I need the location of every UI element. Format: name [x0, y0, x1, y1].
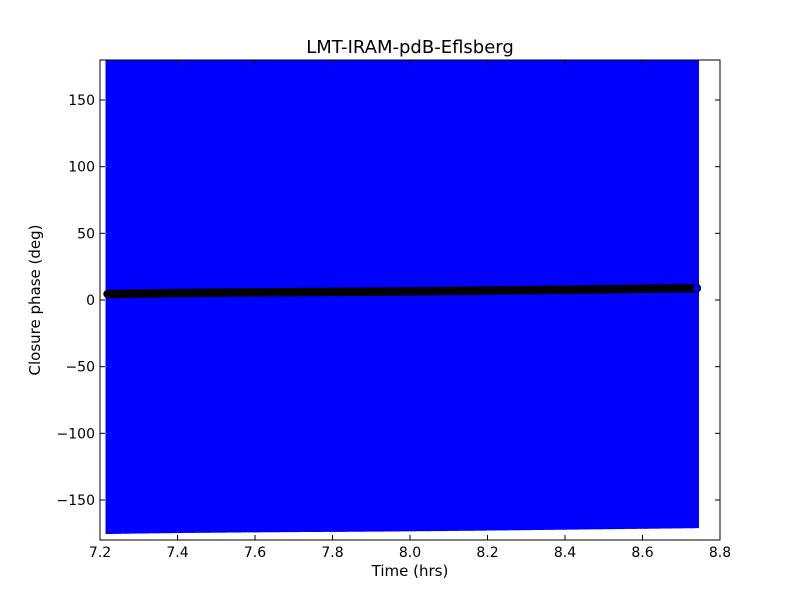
error-bar: [489, 60, 494, 531]
error-bar: [431, 60, 436, 532]
error-bar: [601, 60, 606, 530]
y-tick-label: −50: [65, 360, 95, 376]
error-bar: [628, 60, 634, 529]
error-bar: [496, 60, 502, 531]
y-tick-label: 100: [68, 160, 95, 176]
error-bar: [465, 60, 471, 531]
error-bar: [535, 60, 541, 530]
error-bar: [671, 60, 676, 529]
data-point: [692, 283, 702, 293]
error-bar: [527, 60, 533, 531]
error-bar: [644, 60, 649, 529]
x-axis-label: Time (hrs): [371, 562, 449, 580]
error-bar: [454, 60, 459, 531]
error-bar: [485, 60, 490, 531]
error-bar: [524, 60, 529, 531]
error-bar: [551, 60, 556, 530]
error-bar: [605, 60, 610, 530]
error-bar: [632, 60, 637, 529]
error-bar: [648, 60, 653, 529]
error-bar: [636, 60, 641, 529]
y-tick-label: −150: [57, 493, 95, 509]
error-bar: [655, 60, 661, 529]
error-bar: [446, 60, 451, 531]
error-bar: [504, 60, 510, 531]
error-bar: [555, 60, 560, 530]
error-bar: [663, 60, 668, 529]
data-layer: [103, 60, 702, 534]
x-tick-label: 7.8: [321, 545, 343, 561]
error-bar: [520, 60, 525, 531]
error-bar: [427, 60, 432, 532]
error-bar: [651, 60, 657, 529]
error-bar: [589, 60, 595, 530]
x-tick-label: 8.4: [554, 545, 576, 561]
error-bar: [481, 60, 486, 531]
error-bar: [539, 60, 544, 530]
error-bar: [617, 60, 622, 530]
error-bar: [500, 60, 506, 531]
error-bar: [624, 60, 630, 529]
error-bar: [531, 60, 537, 530]
chart-title: LMT-IRAM-pdB-Eflsberg: [306, 37, 514, 58]
error-bar: [694, 60, 699, 529]
error-bar: [415, 60, 420, 532]
error-bar: [574, 60, 579, 530]
error-bar: [690, 60, 696, 529]
error-bar: [566, 60, 572, 530]
error-bar: [477, 60, 482, 531]
error-bar: [667, 60, 672, 529]
x-tick-label: 8.0: [399, 545, 421, 561]
error-bar: [609, 60, 614, 530]
error-bar: [620, 60, 626, 530]
error-bar: [586, 60, 591, 530]
error-bar: [473, 60, 479, 531]
x-tick-label: 7.2: [89, 545, 111, 561]
error-bar: [543, 60, 548, 530]
x-tick-label: 7.6: [244, 545, 266, 561]
error-bar: [442, 60, 448, 532]
error-bar: [547, 60, 552, 530]
error-bar: [558, 60, 564, 530]
error-bar: [462, 60, 467, 531]
y-tick-label: 0: [86, 293, 95, 309]
y-axis-label: Closure phase (deg): [26, 225, 44, 376]
x-tick-label: 8.6: [631, 545, 653, 561]
error-bar: [597, 60, 603, 530]
x-tick-label: 8.8: [709, 545, 731, 561]
y-tick-label: −100: [57, 426, 95, 442]
ticks-layer: 7.2 7.4 7.6 7.8 8.0 8.2 8.4 8.6 8.8 150 100 50 0 −50 −…: [57, 60, 731, 561]
x-tick-label: 7.4: [166, 545, 188, 561]
x-tick-label: 8.2: [476, 545, 498, 561]
error-bar: [562, 60, 568, 530]
error-bar: [640, 60, 645, 529]
error-bar: [582, 60, 587, 530]
error-bar: [438, 60, 444, 532]
error-bar: [686, 60, 692, 529]
error-bar: [516, 60, 521, 531]
error-bar: [682, 60, 688, 529]
error-bar: [434, 60, 440, 532]
error-bar: [419, 60, 424, 532]
error-bar: [675, 60, 680, 529]
error-bar: [508, 60, 513, 531]
error-bar: [659, 60, 665, 529]
y-tick-label: 50: [77, 226, 95, 242]
error-bar: [423, 60, 428, 532]
error-bar: [493, 60, 498, 531]
error-bar: [593, 60, 599, 530]
error-bar: [450, 60, 455, 531]
error-bar: [469, 60, 475, 531]
error-bar: [458, 60, 463, 531]
error-bar: [613, 60, 618, 530]
error-bar: [578, 60, 583, 530]
error-bar: [679, 60, 684, 529]
error-bar: [512, 60, 517, 531]
y-tick-label: 150: [68, 93, 95, 109]
error-bar: [570, 60, 575, 530]
